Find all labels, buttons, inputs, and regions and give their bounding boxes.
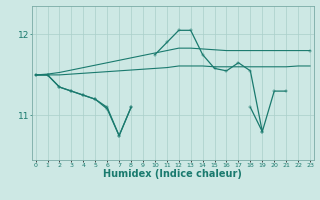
X-axis label: Humidex (Indice chaleur): Humidex (Indice chaleur) [103, 169, 242, 179]
